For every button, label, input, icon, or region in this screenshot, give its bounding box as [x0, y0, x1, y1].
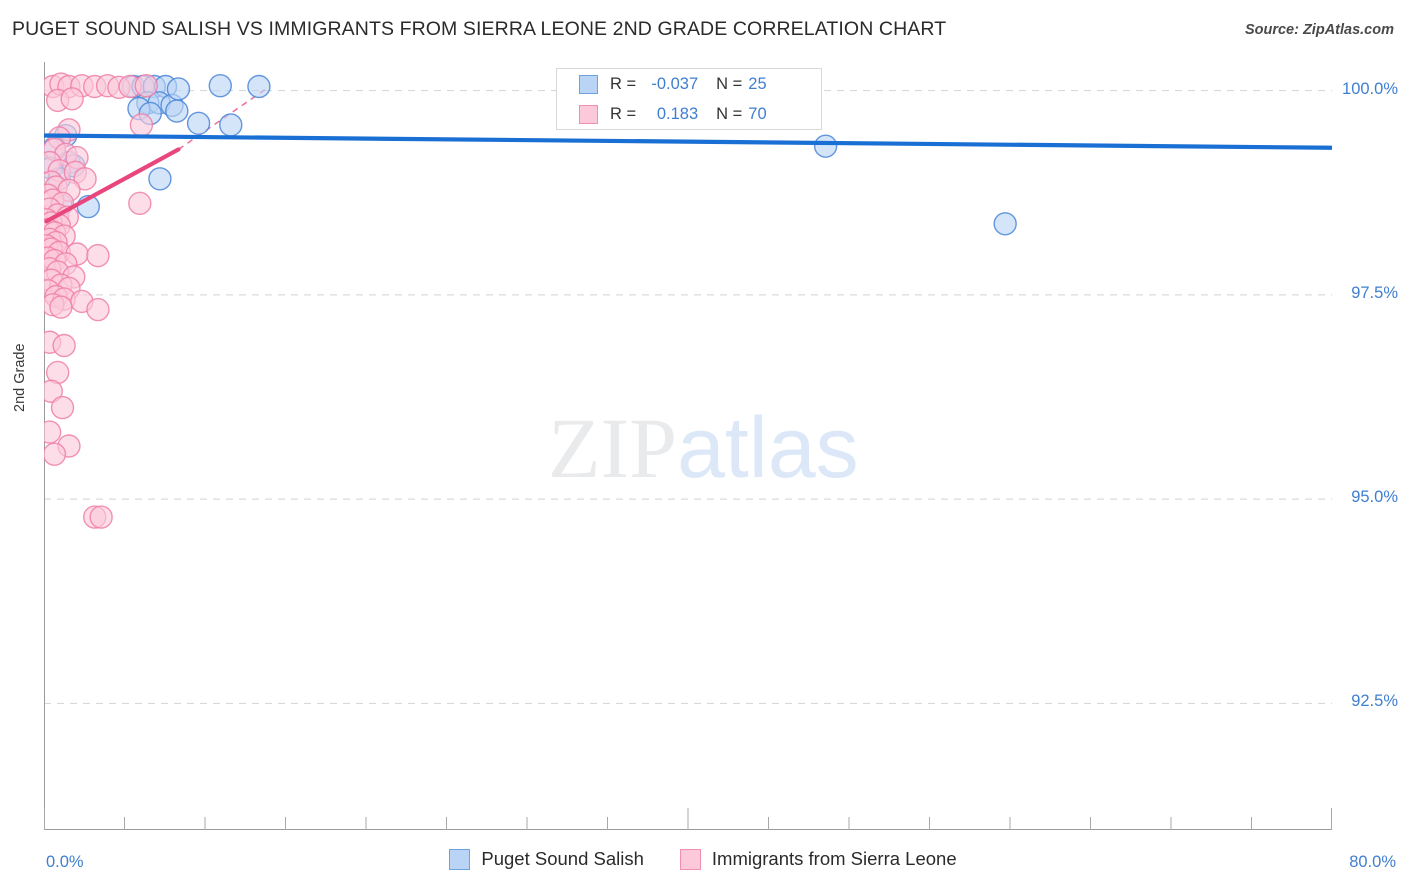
stats-row-immigrants-from-sierra-leone: R = 0.183 N = 70 [557, 99, 821, 130]
data-point [50, 395, 75, 420]
data-point [186, 111, 211, 135]
data-point [219, 113, 243, 137]
stats-row-puget-sound-salish: R = -0.037 N = 25 [557, 69, 821, 100]
data-point [165, 99, 189, 123]
data-point [128, 191, 152, 216]
data-point [208, 73, 232, 98]
page-title: PUGET SOUND SALISH VS IMMIGRANTS FROM SI… [12, 18, 947, 40]
data-point [44, 420, 62, 444]
series-points-puget-sound-salish [44, 73, 1017, 236]
source-label: Source: ZipAtlas.com [1244, 22, 1394, 38]
pink-swatch-icon [679, 848, 701, 870]
data-point [813, 134, 838, 158]
legend-item-immigrants-from-sierra-leone[interactable]: Immigrants from Sierra Leone [679, 848, 957, 870]
legend-label: Immigrants from Sierra Leone [711, 848, 957, 869]
data-point [86, 243, 110, 268]
legend-item-puget-sound-salish[interactable]: Puget Sound Salish [449, 848, 644, 870]
trendline-immigrants-from-sierra-leone [44, 147, 181, 224]
data-point [89, 505, 113, 529]
data-point [44, 379, 63, 403]
data-point [129, 113, 154, 137]
legend-label: Puget Sound Salish [481, 848, 644, 869]
n-label: N = [716, 75, 743, 93]
r-label: R = [610, 105, 637, 123]
data-point [166, 77, 191, 101]
r-label: R = [610, 75, 637, 93]
correlation-stats-legend: R = -0.037 N = 25 R = 0.183 N = 70 [556, 68, 822, 130]
trendline-puget-sound-salish [44, 133, 1332, 150]
data-point [60, 87, 84, 111]
r-value: 0.183 [656, 105, 699, 123]
plot-area [44, 62, 1332, 830]
pink-swatch-icon [579, 105, 598, 124]
series-legend: Puget Sound Salish Immigrants from Sierr… [0, 848, 1406, 870]
y-axis-tick-label: 95.0% [1351, 488, 1398, 507]
y-axis-title: 2nd Grade [12, 343, 28, 412]
data-point [86, 297, 110, 322]
n-label: N = [716, 105, 743, 123]
n-value: 25 [748, 75, 767, 93]
blue-swatch-icon [579, 75, 598, 94]
y-axis-tick-label: 97.5% [1351, 283, 1398, 302]
series-points-immigrants-from-sierra-leone [44, 72, 158, 529]
y-axis-tick-label: 100.0% [1342, 79, 1398, 98]
data-point [247, 74, 271, 99]
y-axis-tick-label: 92.5% [1351, 692, 1398, 711]
n-value: 70 [748, 105, 767, 123]
data-point [49, 295, 73, 319]
x-axis-min-label: 0.0% [46, 853, 84, 871]
data-point [52, 333, 76, 358]
scatter-svg [44, 62, 1332, 830]
data-point [148, 167, 172, 191]
x-axis-max-label: 80.0% [1349, 853, 1396, 871]
data-point [73, 167, 97, 191]
data-point [993, 212, 1017, 236]
r-value: -0.037 [651, 75, 699, 93]
data-point [134, 73, 158, 98]
blue-swatch-icon [449, 848, 471, 870]
data-point [44, 442, 67, 466]
